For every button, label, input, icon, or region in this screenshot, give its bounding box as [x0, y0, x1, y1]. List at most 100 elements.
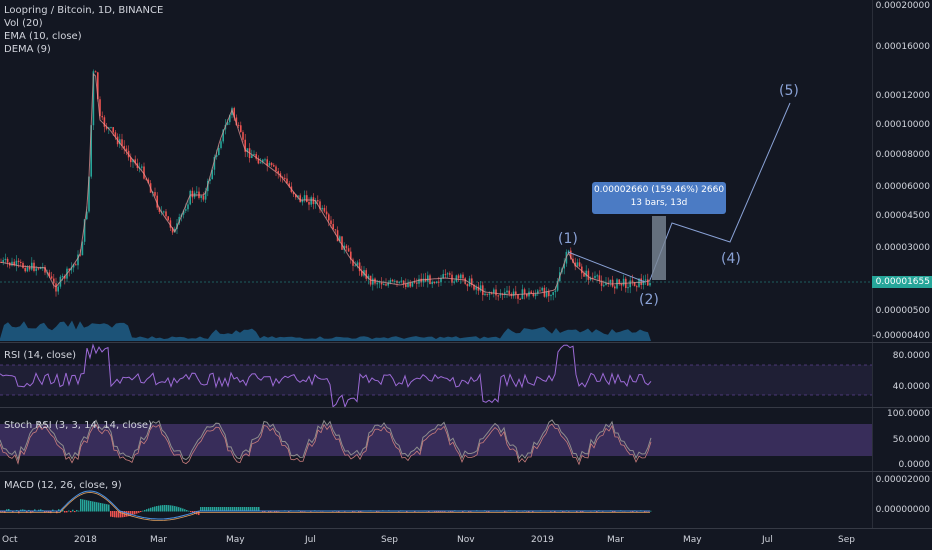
candle-body [110, 127, 112, 129]
candle-body [275, 166, 277, 172]
candle-body [523, 289, 526, 294]
macd-bar [206, 507, 208, 512]
candle-body [64, 276, 66, 279]
candle-body [629, 280, 631, 288]
candle-body [649, 282, 651, 286]
macd-bar [504, 511, 506, 513]
macd-bar [596, 511, 598, 513]
candle-body [141, 166, 143, 168]
stoch-legend[interactable]: Stoch RSI (3, 3, 14, 14, close) [4, 420, 152, 431]
candle-body [537, 290, 539, 294]
macd-bar [246, 507, 248, 512]
macd-bar [406, 511, 408, 513]
macd-bar [76, 509, 78, 512]
macd-bar [156, 506, 158, 512]
candle-body [477, 286, 480, 291]
time-label: 2019 [531, 535, 554, 545]
macd-signal-line [0, 492, 650, 521]
candle-body [251, 155, 253, 159]
candle-body [499, 293, 502, 296]
candle-body [101, 116, 103, 118]
candle-body [273, 165, 275, 167]
candle-body [391, 279, 394, 282]
macd-bar [26, 511, 28, 513]
wave-label-1[interactable]: (1) [558, 231, 578, 247]
candle-body [48, 272, 51, 277]
candle-body [526, 293, 528, 297]
macd-bar [228, 507, 230, 512]
macd-scale[interactable] [872, 472, 932, 528]
time-axis[interactable] [0, 529, 872, 550]
time-label: May [226, 535, 245, 545]
rsi-scale[interactable] [872, 343, 932, 407]
macd-bar [632, 511, 634, 513]
time-label: 2018 [74, 535, 97, 545]
macd-bar [88, 500, 90, 512]
macd-bar [250, 507, 252, 512]
candle-body [402, 280, 405, 285]
macd-bar [528, 511, 530, 513]
ema-indicator-label[interactable]: EMA (10, close) [4, 31, 82, 42]
wave-label-5[interactable]: (5) [779, 83, 799, 99]
candle-body [330, 220, 332, 225]
candle-body [222, 129, 224, 142]
macd-bar [176, 506, 178, 512]
candle-body [486, 293, 488, 295]
candle-body [286, 178, 288, 184]
candle-body [226, 122, 229, 125]
candle-body [218, 148, 220, 156]
dema-indicator-label[interactable]: DEMA (9) [4, 44, 51, 55]
candle-body [37, 268, 40, 270]
rsi-legend[interactable]: RSI (14, close) [4, 350, 77, 361]
candle-body [519, 298, 521, 300]
macd-bar [232, 507, 234, 512]
rsi-band [0, 365, 872, 395]
candle-body [605, 282, 607, 286]
candle-body [479, 285, 482, 291]
candle-body [31, 262, 33, 270]
candle-body [378, 282, 381, 284]
macd-bar [80, 499, 82, 512]
candle-body [495, 289, 497, 296]
macd-bar [140, 511, 142, 513]
candle-body [244, 139, 246, 152]
candle-body [506, 290, 508, 293]
macd-bar [270, 511, 272, 513]
candle-body [407, 283, 409, 287]
price-candles [0, 69, 651, 304]
candle-body [220, 141, 222, 149]
macd-bar [134, 511, 136, 515]
candle-body [325, 211, 328, 215]
candle-body [600, 280, 603, 286]
wave-label-2[interactable]: (2) [639, 292, 659, 308]
macd-bar [376, 511, 378, 513]
macd-bar [202, 507, 204, 512]
symbol-title[interactable]: Loopring / Bitcoin, 1D, BINANCE [4, 5, 164, 16]
candle-body [367, 275, 370, 279]
macd-bar [184, 509, 186, 512]
macd-bar [168, 505, 170, 512]
macd-legend[interactable]: MACD (12, 26, close, 9) [4, 480, 122, 491]
macd-bar [30, 511, 32, 514]
time-label: Nov [457, 535, 475, 545]
candle-body [372, 278, 374, 285]
macd-bar [82, 499, 84, 512]
candle-body [103, 117, 106, 127]
candle-body [438, 281, 440, 283]
candle-body [240, 125, 242, 133]
candle-body [277, 171, 279, 174]
macd-bar [644, 511, 646, 513]
wave-label-4[interactable]: (4) [721, 251, 741, 267]
macd-line [0, 490, 650, 520]
time-label: Sep [838, 535, 855, 545]
macd-bar [132, 511, 134, 516]
macd-bar [146, 509, 148, 512]
stoch-scale[interactable] [872, 408, 932, 471]
candle-body [299, 195, 301, 203]
macd-bar [244, 507, 246, 512]
macd-bar [172, 505, 174, 512]
candle-body [598, 275, 601, 281]
macd-bar [90, 501, 92, 512]
vol-indicator-label[interactable]: Vol (20) [4, 18, 43, 29]
